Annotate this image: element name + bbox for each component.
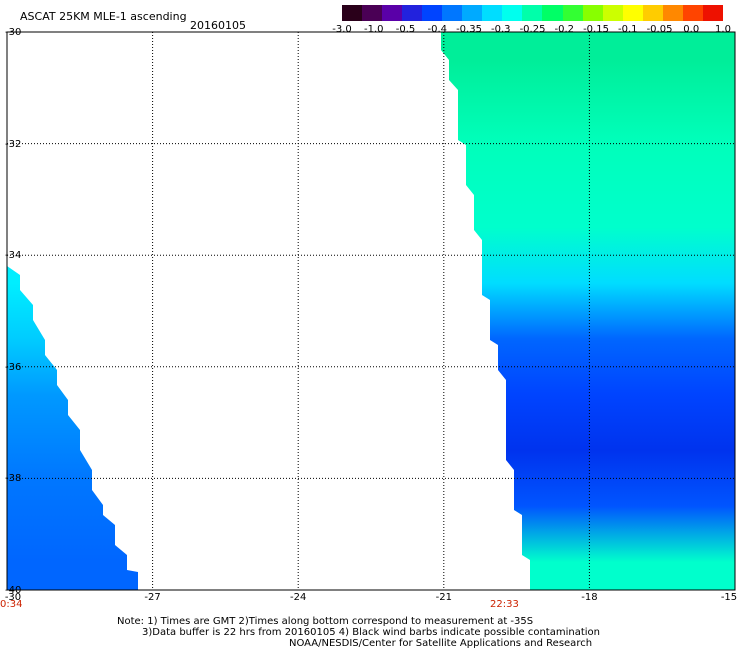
lon-label: -15 <box>720 592 738 603</box>
colorbar-tick-label: -0.25 <box>519 24 546 35</box>
colorbar-tick-label: -1.0 <box>363 24 384 35</box>
colorbar-segment <box>702 5 723 21</box>
lon-label: -30 <box>4 592 22 603</box>
swath-west <box>7 266 138 590</box>
colorbar-segment <box>462 5 483 21</box>
colorbar-segment <box>422 5 443 21</box>
colorbar <box>342 5 723 21</box>
colorbar-segment <box>482 5 503 21</box>
colorbar-tick-label: -3.0 <box>332 24 352 35</box>
map-date: 20160105 <box>190 19 246 32</box>
lat-label: -40 <box>5 585 22 596</box>
lat-label: -32 <box>5 138 22 150</box>
wind-swaths <box>7 32 735 590</box>
map-title: ASCAT 25KM MLE-1 ascending <box>20 10 187 23</box>
colorbar-tick-label: -0.5 <box>395 24 416 35</box>
colorbar-segment <box>502 5 523 21</box>
colorbar-segment <box>582 5 603 21</box>
colorbar-segment <box>662 5 683 21</box>
lon-label: -24 <box>290 592 307 603</box>
colorbar-tick-label: -0.35 <box>456 24 482 35</box>
colorbar-tick-label: -0.4 <box>427 24 448 35</box>
colorbar-segment <box>622 5 643 21</box>
colorbar-segment <box>342 5 363 21</box>
colorbar-segment <box>562 5 583 21</box>
lon-label: -27 <box>144 592 161 603</box>
colorbar-segment <box>602 5 623 21</box>
lat-label: -36 <box>5 361 22 373</box>
time-label-west: 0:34 <box>0 599 23 610</box>
colorbar-tick-label: 1.0 <box>715 24 731 35</box>
colorbar-tick-label: -0.1 <box>617 24 638 35</box>
lon-label: -18 <box>581 592 598 603</box>
note-line-3: NOAA/NESDIS/Center for Satellite Applica… <box>289 638 593 649</box>
grid-lines <box>7 32 735 590</box>
lat-label: -34 <box>5 250 22 262</box>
colorbar-tick-label: -0.2 <box>554 24 575 35</box>
colorbar-tick-label: -0.15 <box>583 24 609 35</box>
time-label-east: 22:33 <box>490 599 519 610</box>
lon-label: -21 <box>435 592 452 603</box>
lat-label: -30 <box>5 27 22 38</box>
lat-label: -38 <box>5 473 22 485</box>
colorbar-segment <box>382 5 403 21</box>
swath-east <box>441 32 735 590</box>
colorbar-segment <box>362 5 383 21</box>
colorbar-tick-label: 0.0 <box>683 24 700 35</box>
note-line-2: 3)Data buffer is 22 hrs from 20160105 4)… <box>142 627 600 638</box>
colorbar-segment <box>682 5 703 21</box>
colorbar-segment <box>642 5 663 21</box>
colorbar-segment <box>402 5 423 21</box>
plot-frame <box>6 31 736 591</box>
colorbar-segment <box>442 5 463 21</box>
note-line-1: Note: 1) Times are GMT 2)Times along bot… <box>117 616 534 627</box>
colorbar-segment <box>522 5 543 21</box>
colorbar-tick-label: -0.3 <box>490 24 511 35</box>
colorbar-segment <box>542 5 563 21</box>
colorbar-tick-label: -0.05 <box>646 24 673 35</box>
